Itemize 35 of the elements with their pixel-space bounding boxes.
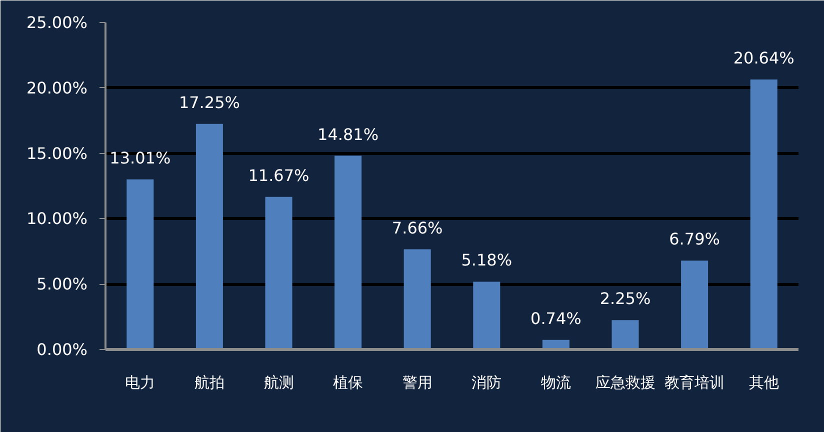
bar — [126, 179, 154, 350]
x-tick-label: 物流 — [540, 374, 571, 392]
y-tick-label: 15.00% — [26, 144, 88, 163]
bar — [612, 320, 639, 350]
y-tick-label: 25.00% — [26, 13, 88, 32]
y-tick-label: 0.00% — [36, 340, 88, 359]
data-label: 17.25% — [178, 92, 240, 112]
bar — [404, 249, 431, 350]
data-label: 11.67% — [248, 166, 310, 185]
x-tick-label: 航测 — [264, 374, 294, 392]
data-label: 0.74% — [530, 308, 582, 328]
data-label: 7.66% — [392, 218, 443, 238]
y-tick-label: 5.00% — [36, 274, 88, 294]
data-label: 20.64% — [733, 48, 794, 68]
bar — [473, 282, 500, 350]
x-tick-label: 教育培训 — [664, 374, 725, 392]
data-label: 13.01% — [110, 148, 171, 168]
y-tick-label: 20.00% — [26, 78, 88, 98]
data-label: 6.79% — [669, 230, 720, 249]
x-tick-label: 警用 — [402, 374, 432, 392]
x-tick-label: 消防 — [472, 374, 502, 392]
y-tick-label: 10.00% — [26, 209, 88, 228]
x-tick-label: 植保 — [333, 374, 364, 392]
x-tick-label: 航拍 — [194, 374, 224, 392]
x-tick-label: 其他 — [748, 374, 779, 392]
bar — [681, 260, 708, 350]
x-tick-label: 应急救援 — [595, 374, 656, 392]
bar — [196, 124, 223, 350]
data-label: 14.81% — [318, 124, 379, 144]
bar — [750, 80, 778, 350]
data-label: 5.18% — [461, 250, 512, 270]
data-label: 2.25% — [600, 289, 651, 308]
bar — [265, 196, 292, 350]
bar — [334, 156, 362, 350]
x-tick-label: 电力 — [125, 374, 156, 392]
